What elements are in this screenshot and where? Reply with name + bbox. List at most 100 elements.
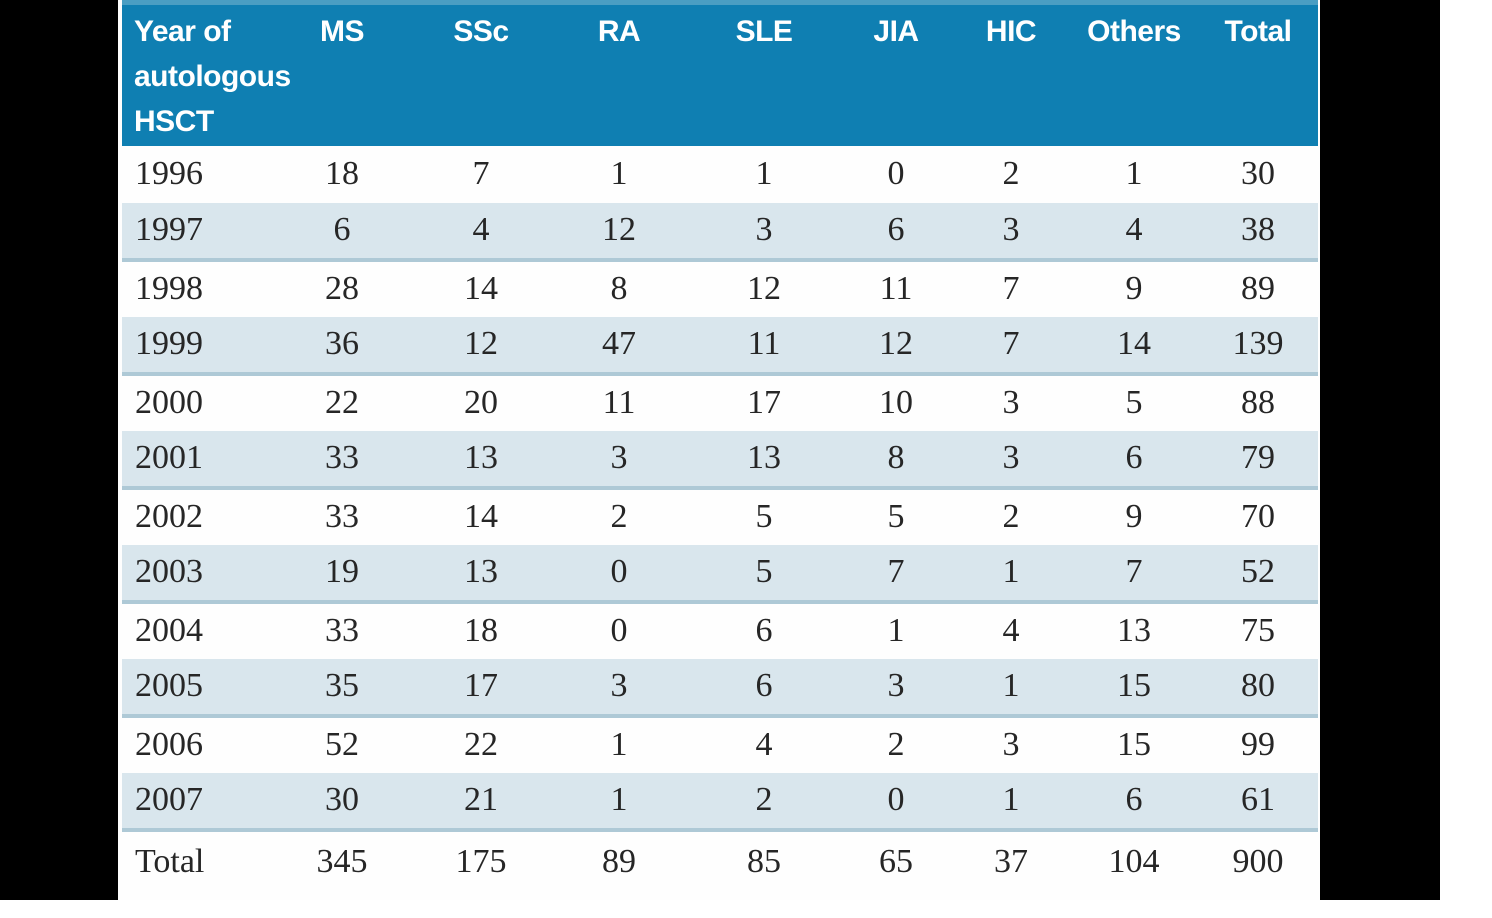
hic-cell: 1: [952, 658, 1070, 718]
year-cell: 1997: [122, 202, 272, 262]
jia-cell: 0: [840, 772, 952, 832]
ssc-cell: 21: [412, 772, 550, 832]
table-body: 1996 18 7 1 1 0 2 1 30 1997 6 4 12 3 6 3…: [122, 146, 1318, 832]
ra-cell: 3: [550, 658, 688, 718]
row-total-cell: 30: [1241, 155, 1275, 192]
ssc-cell: 7: [472, 155, 490, 192]
column-header-hic: HIC: [952, 0, 1070, 146]
year-cell: 2003: [122, 544, 272, 604]
ssc-cell: 4: [412, 202, 550, 262]
total-row: Total 345 175 89 85 65 37 104 900: [122, 830, 1318, 892]
table-row: 2000 22 20 11 17 10 3 5 88: [122, 374, 1318, 431]
total-sle: 85: [747, 842, 781, 880]
year-cell: 1998: [135, 270, 203, 307]
row-total-cell: 38: [1198, 202, 1318, 262]
ssc-cell: 14: [464, 498, 498, 535]
hic-cell: 1: [952, 772, 1070, 832]
sle-cell: 5: [755, 498, 773, 535]
ra-cell: 0: [550, 544, 688, 604]
total-ssc: 175: [455, 842, 507, 880]
ms-cell: 35: [272, 658, 412, 718]
others-cell: 13: [1117, 612, 1151, 649]
table-row: 1998 28 14 8 12 11 7 9 89: [122, 260, 1318, 317]
hic-cell: 7: [952, 316, 1070, 376]
column-header-total: Total: [1198, 0, 1318, 146]
ms-cell: 33: [325, 498, 359, 535]
ssc-cell: 14: [464, 270, 498, 307]
table-row: 2007 30 21 1 2 0 1 6 61: [122, 772, 1318, 832]
jia-cell: 1: [887, 612, 905, 649]
sle-cell: 6: [755, 612, 773, 649]
jia-cell: 5: [887, 498, 905, 535]
ms-cell: 33: [325, 612, 359, 649]
year-cell: 2004: [135, 612, 203, 649]
ms-cell: 22: [325, 384, 359, 421]
total-hic: 37: [994, 842, 1028, 880]
sle-cell: 11: [688, 316, 840, 376]
row-total-cell: 88: [1241, 384, 1275, 421]
sle-cell: 4: [755, 726, 773, 763]
row-total-cell: 80: [1198, 658, 1318, 718]
others-cell: 1: [1125, 155, 1143, 192]
sle-cell: 13: [688, 430, 840, 490]
ra-cell: 12: [550, 202, 688, 262]
hic-cell: 2: [1002, 498, 1020, 535]
slide-area: Year of autologous HSCT MS SSc RA SLE JI…: [118, 0, 1320, 900]
ms-cell: 36: [272, 316, 412, 376]
letterbox-bar-right: [1320, 0, 1440, 900]
ra-cell: 1: [610, 726, 628, 763]
total-label: Total: [135, 842, 205, 880]
table-row: 1999 36 12 47 11 12 7 14 139: [122, 316, 1318, 376]
ms-cell: 6: [272, 202, 412, 262]
ssc-cell: 12: [412, 316, 550, 376]
year-cell: 2001: [122, 430, 272, 490]
ms-cell: 33: [272, 430, 412, 490]
jia-cell: 0: [887, 155, 905, 192]
table-row: 1996 18 7 1 1 0 2 1 30: [122, 146, 1318, 203]
hic-cell: 1: [952, 544, 1070, 604]
column-header-jia: JIA: [840, 0, 952, 146]
sle-cell: 6: [688, 658, 840, 718]
jia-cell: 2: [887, 726, 905, 763]
column-header-others: Others: [1070, 0, 1198, 146]
row-total-cell: 89: [1241, 270, 1275, 307]
column-header-ssc: SSc: [412, 0, 550, 146]
ms-cell: 28: [325, 270, 359, 307]
total-jia: 65: [879, 842, 913, 880]
others-cell: 6: [1070, 430, 1198, 490]
jia-cell: 11: [879, 270, 913, 307]
table-row: 2001 33 13 3 13 8 3 6 79: [122, 430, 1318, 490]
jia-cell: 6: [840, 202, 952, 262]
ra-cell: 3: [550, 430, 688, 490]
hic-cell: 3: [952, 430, 1070, 490]
table-header: Year of autologous HSCT MS SSc RA SLE JI…: [122, 0, 1318, 146]
ms-cell: 30: [272, 772, 412, 832]
hic-cell: 7: [1002, 270, 1020, 307]
table-row: 2005 35 17 3 6 3 1 15 80: [122, 658, 1318, 718]
column-header-ra: RA: [550, 0, 688, 146]
hic-cell: 3: [1002, 726, 1020, 763]
hsct-year-table: Year of autologous HSCT MS SSc RA SLE JI…: [122, 0, 1318, 892]
jia-cell: 3: [840, 658, 952, 718]
ms-cell: 52: [325, 726, 359, 763]
row-total-cell: 139: [1198, 316, 1318, 376]
total-ms: 345: [316, 842, 368, 880]
others-cell: 15: [1117, 726, 1151, 763]
others-cell: 14: [1070, 316, 1198, 376]
ms-cell: 19: [272, 544, 412, 604]
ra-cell: 11: [602, 384, 636, 421]
table-row: 2004 33 18 0 6 1 4 13 75: [122, 602, 1318, 659]
sle-cell: 17: [747, 384, 781, 421]
others-cell: 6: [1070, 772, 1198, 832]
letterbox-bar-left: [0, 0, 118, 900]
others-cell: 5: [1125, 384, 1143, 421]
column-header-year: Year of autologous HSCT: [122, 0, 291, 146]
jia-cell: 10: [879, 384, 913, 421]
year-cell: 1999: [122, 316, 272, 376]
others-cell: 9: [1125, 498, 1143, 535]
total-others: 104: [1108, 842, 1160, 880]
total-ra: 89: [602, 842, 636, 880]
ssc-cell: 20: [464, 384, 498, 421]
jia-cell: 8: [840, 430, 952, 490]
ra-cell: 8: [610, 270, 628, 307]
